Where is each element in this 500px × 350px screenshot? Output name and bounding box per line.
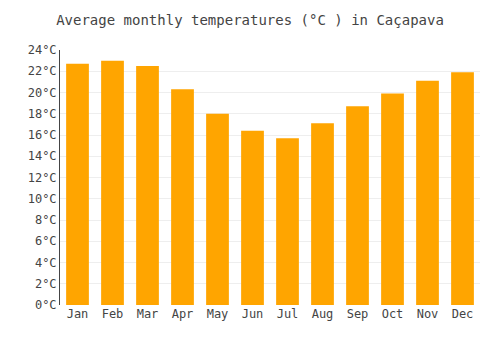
svg-text:10°C: 10°C [28, 192, 57, 206]
svg-text:Nov: Nov [417, 307, 439, 321]
svg-text:Average monthly temperatures (: Average monthly temperatures (°C ) in Ca… [56, 12, 444, 28]
svg-text:Apr: Apr [172, 307, 194, 321]
svg-text:8°C: 8°C [35, 213, 57, 227]
svg-text:Oct: Oct [382, 307, 404, 321]
svg-text:Aug: Aug [312, 307, 334, 321]
svg-text:May: May [207, 307, 229, 321]
svg-text:4°C: 4°C [35, 256, 57, 270]
svg-text:Dec: Dec [452, 307, 474, 321]
svg-text:20°C: 20°C [28, 86, 57, 100]
svg-text:Feb: Feb [102, 307, 124, 321]
svg-text:Jun: Jun [242, 307, 264, 321]
svg-text:Jan: Jan [67, 307, 89, 321]
svg-text:14°C: 14°C [28, 149, 57, 163]
svg-text:24°C: 24°C [28, 43, 57, 57]
svg-text:2°C: 2°C [35, 277, 57, 291]
svg-text:16°C: 16°C [28, 128, 57, 142]
svg-text:18°C: 18°C [28, 107, 57, 121]
svg-text:Sep: Sep [347, 307, 369, 321]
svg-text:Jul: Jul [277, 307, 299, 321]
svg-text:0°C: 0°C [35, 298, 57, 312]
svg-text:22°C: 22°C [28, 64, 57, 78]
svg-text:12°C: 12°C [28, 171, 57, 185]
svg-text:Mar: Mar [137, 307, 159, 321]
svg-text:6°C: 6°C [35, 234, 57, 248]
